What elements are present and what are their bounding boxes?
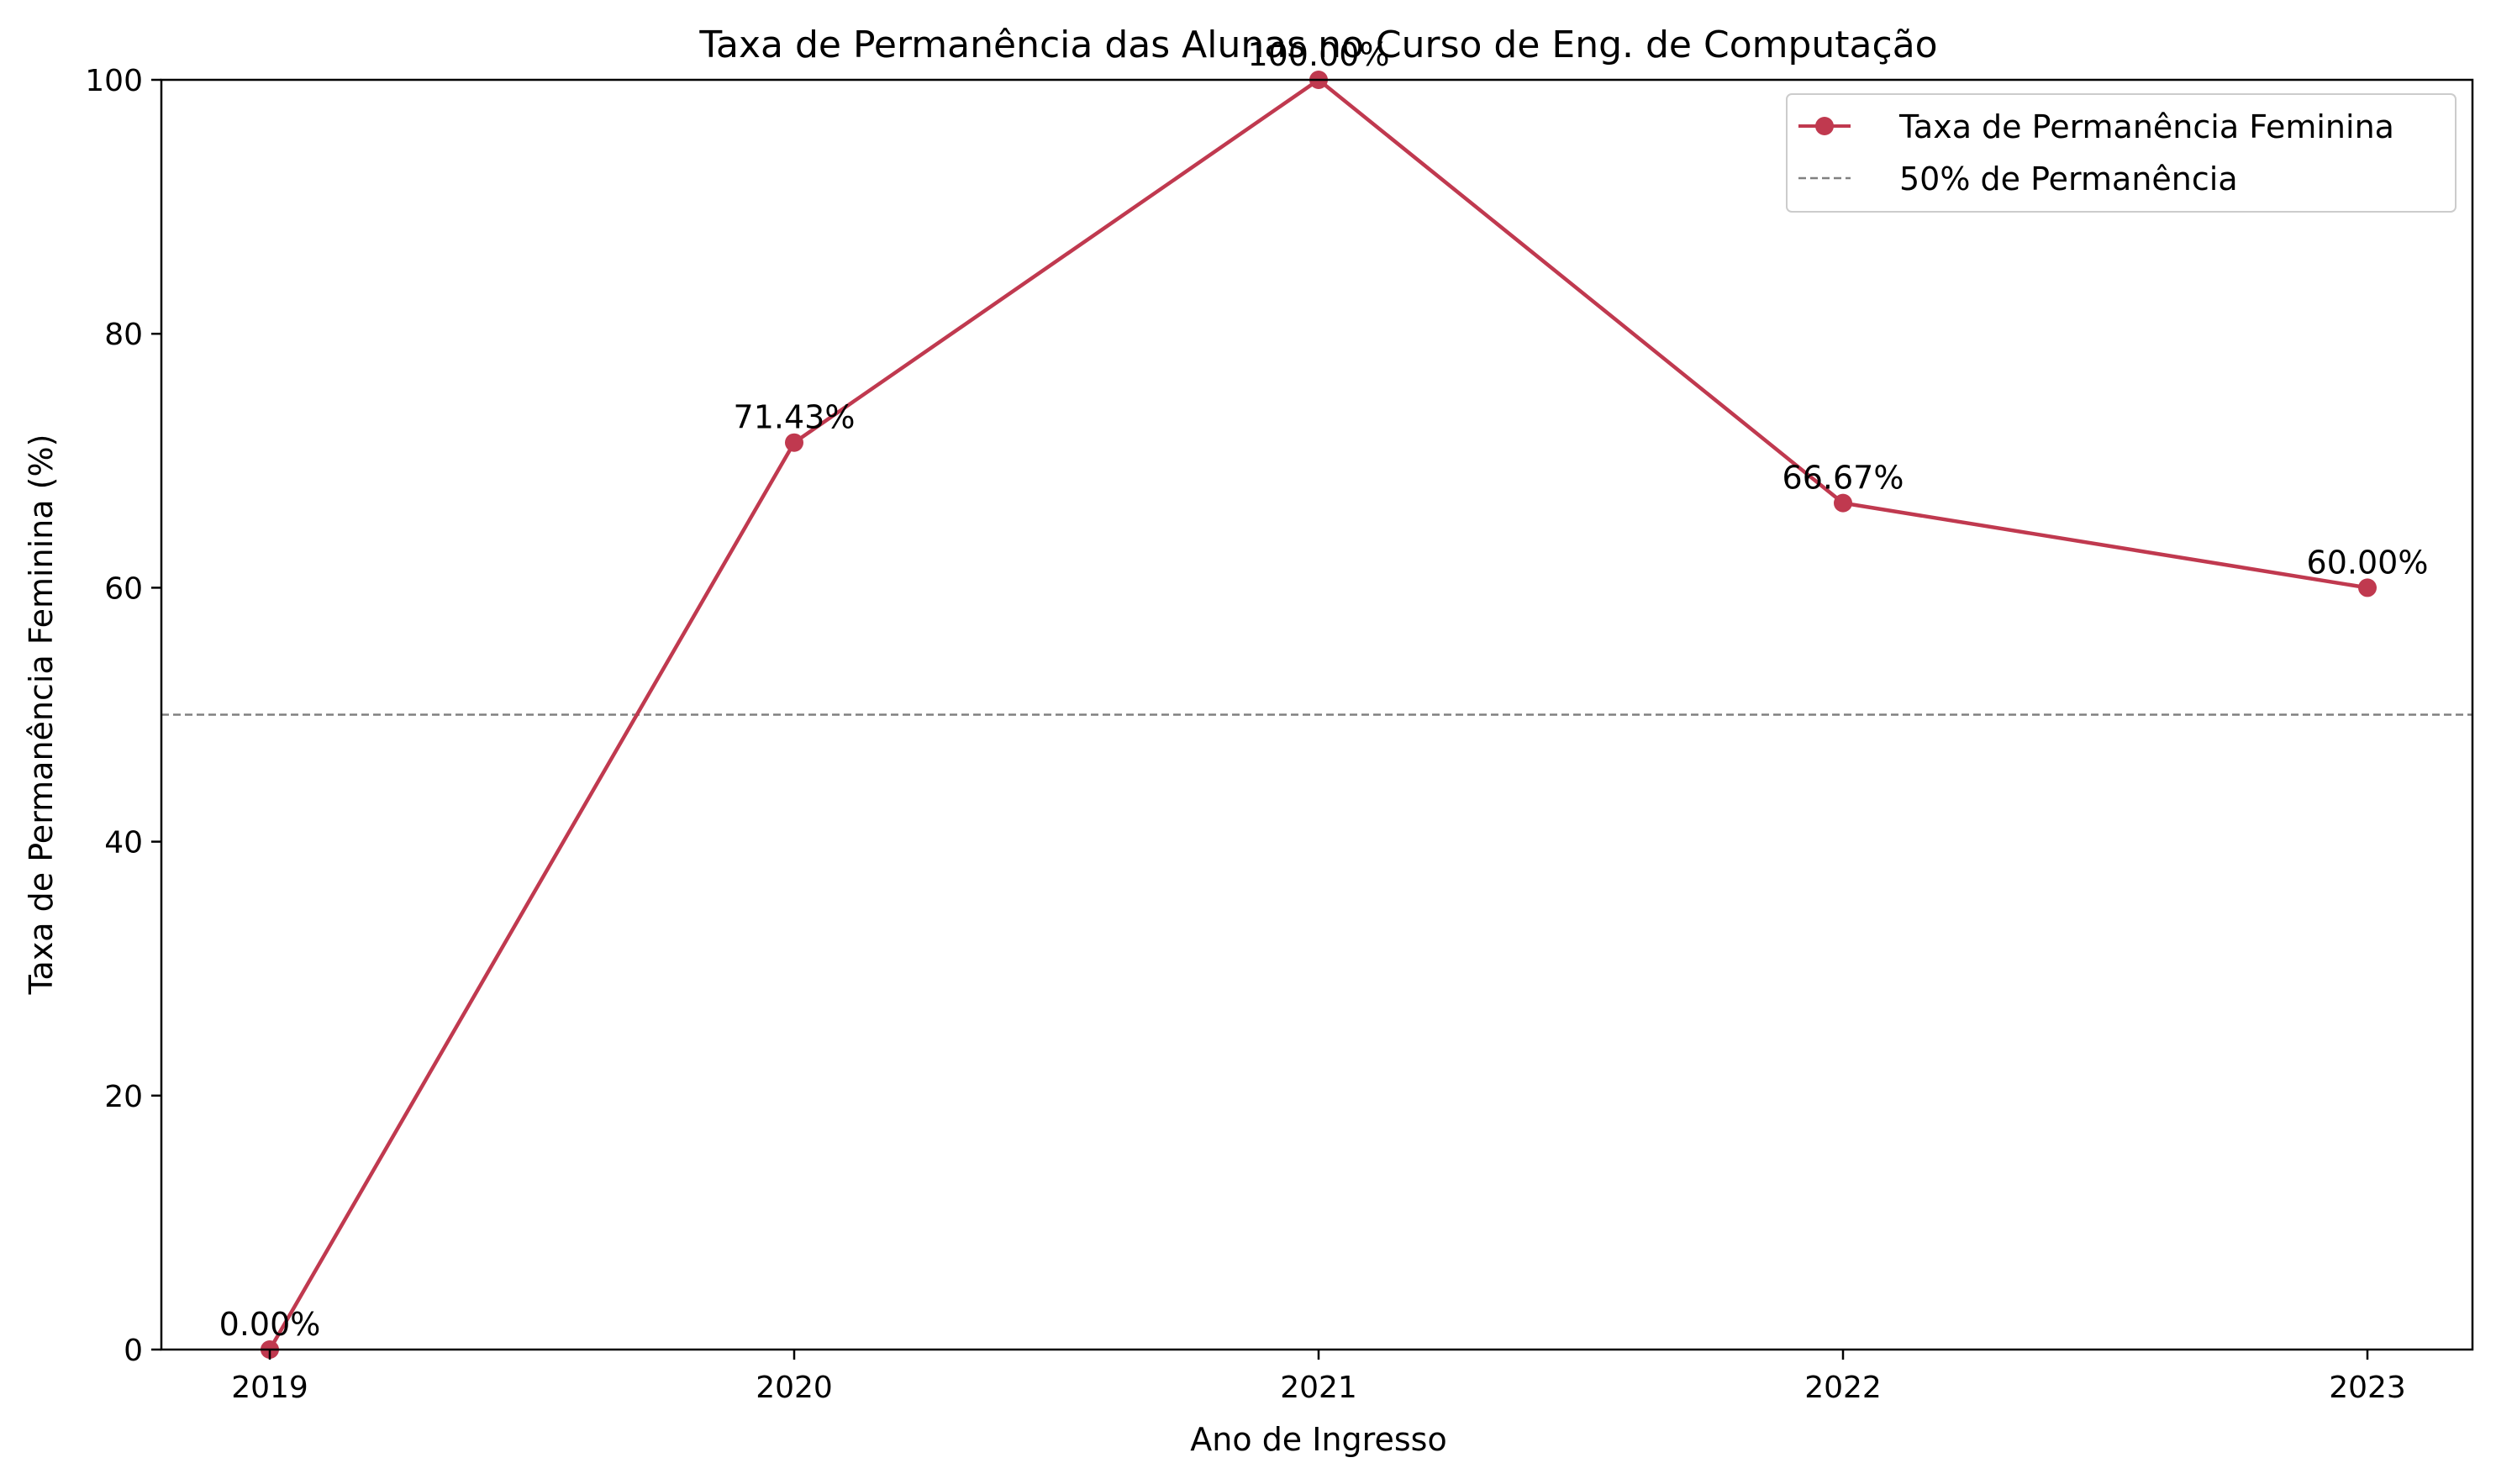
y-tick-label: 60: [104, 571, 143, 606]
data-label: 0.00%: [219, 1306, 321, 1343]
data-point: [785, 433, 803, 452]
y-tick-label: 0: [124, 1334, 143, 1368]
x-axis-label: Ano de Ingresso: [1190, 1421, 1446, 1458]
x-tick-label: 2020: [756, 1371, 833, 1405]
y-tick-label: 40: [104, 826, 143, 860]
y-axis-label: Taxa de Permanência Feminina (%): [23, 434, 60, 996]
axes: 2019 2020 2021 2022 2023 0 20 40 60 80 100: [85, 64, 2406, 1405]
data-label: 60.00%: [2307, 544, 2429, 581]
legend-reference-label: 50% de Permanência: [1899, 161, 2238, 197]
legend: Taxa de Permanência Feminina 50% de Perm…: [1786, 93, 2457, 213]
x-tick-label: 2019: [231, 1371, 308, 1405]
y-tick-label: 100: [85, 64, 143, 98]
x-tick-label: 2022: [1804, 1371, 1882, 1405]
y-tick-label: 20: [104, 1080, 143, 1114]
plot-frame: [160, 78, 2474, 1351]
plot-area: 0.00% 71.43% 100.00% 66.67% 60.00%: [161, 36, 2472, 1359]
chart-title: Taxa de Permanência das Alunas no Curso …: [698, 24, 1937, 66]
legend-box: [1786, 93, 2457, 213]
x-tick-label: 2023: [2329, 1371, 2406, 1405]
data-point: [2358, 578, 2377, 597]
data-point: [1834, 493, 1852, 513]
data-label: 100.00%: [1247, 36, 1389, 73]
legend-series-marker: [1815, 117, 1834, 135]
data-label: 71.43%: [734, 399, 856, 436]
legend-series-label: Taxa de Permanência Feminina: [1898, 108, 2394, 145]
y-tick-label: 80: [104, 318, 143, 352]
data-label: 66.67%: [1782, 460, 1904, 497]
x-tick-label: 2021: [1280, 1371, 1357, 1405]
